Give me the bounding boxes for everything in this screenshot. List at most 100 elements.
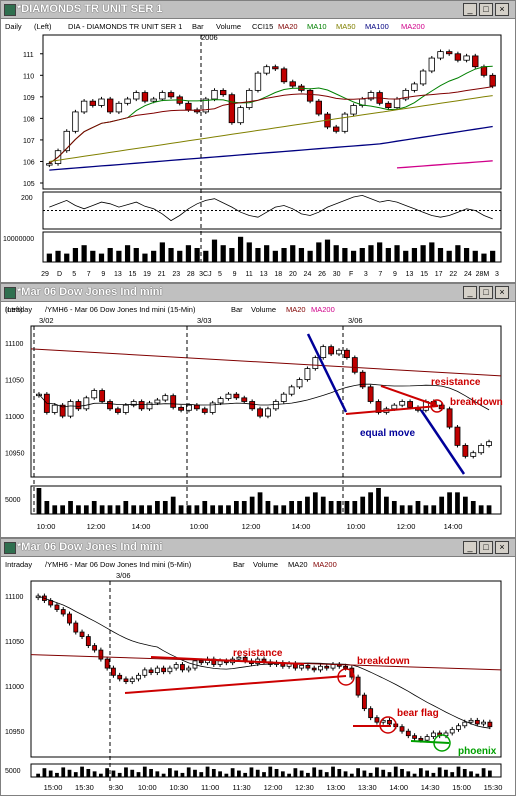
volume-axis-label: 5000	[5, 768, 21, 775]
x-tick-label: 28M	[476, 271, 490, 278]
support-line	[345, 405, 439, 415]
volume-bar	[455, 245, 461, 262]
price-candle	[454, 426, 461, 446]
price-candle	[361, 694, 367, 710]
x-tick-label: 30	[333, 271, 341, 278]
price-candle	[324, 665, 330, 669]
x-tick-label: 26	[318, 271, 326, 278]
y-tick-label: 11000	[5, 414, 24, 421]
x-tick-label: 5	[72, 271, 76, 278]
price-candle	[107, 401, 113, 410]
x-tick-label: 14:00	[132, 522, 151, 531]
volume-bar	[81, 245, 87, 262]
close-button[interactable]: ×	[495, 286, 509, 299]
volume-bar	[385, 248, 391, 262]
legend-entry: Volume	[216, 22, 241, 31]
x-tick-label: D	[57, 271, 62, 278]
x-tick-label: 3	[495, 271, 499, 278]
price-candle	[193, 404, 200, 410]
legend-entry: MA200	[311, 305, 335, 314]
price-candle	[228, 94, 236, 124]
titlebar[interactable]: *Mar 06 Dow Jones Ind mini _ □ ×	[1, 284, 515, 302]
titlebar[interactable]: *Mar 06 Dow Jones Ind mini _ □ ×	[1, 539, 515, 557]
volume-bar	[320, 496, 326, 514]
volume-bar	[255, 769, 260, 777]
x-tick-label: 18	[274, 271, 282, 278]
volume-bar	[394, 245, 400, 262]
breakdown-circle	[430, 399, 444, 413]
price-candle	[472, 55, 479, 68]
volume-bar	[287, 773, 291, 777]
legend-entry: Intraday	[5, 560, 32, 569]
minimize-button[interactable]: _	[463, 541, 477, 554]
price-candle	[296, 379, 303, 388]
chart-app-icon	[4, 4, 16, 16]
x-tick-label: 10:00	[138, 783, 157, 792]
close-button[interactable]: ×	[495, 541, 509, 554]
volume-bar	[462, 496, 468, 514]
price-candle	[368, 708, 374, 719]
legend-entry: DIA - DIAMONDS TR UNIT SER 1	[68, 22, 182, 31]
price-candle	[350, 105, 357, 115]
volume-bar	[280, 771, 285, 777]
price-candle	[237, 107, 244, 124]
price-candle	[141, 92, 149, 102]
price-candle	[186, 404, 192, 411]
volume-bar	[368, 492, 373, 514]
maximize-button[interactable]: □	[479, 3, 493, 16]
titlebar[interactable]: *DIAMONDS TR UNIT SER 1 _ □ ×	[1, 1, 515, 19]
x-tick-label: 28	[187, 271, 195, 278]
price-candle	[419, 70, 427, 85]
y-tick-label: 11000	[5, 684, 24, 691]
price-candle	[60, 609, 66, 615]
x-tick-label: 9	[233, 271, 237, 278]
price-candle	[424, 736, 430, 741]
price-candle	[280, 393, 287, 402]
price-candle	[355, 676, 361, 696]
volume-bar	[226, 505, 231, 514]
legend-entry: /YMH6 - Mar 06 Dow Jones Ind mini (5-Min…	[45, 560, 192, 569]
maximize-button[interactable]: □	[479, 286, 493, 299]
volume-bar	[98, 253, 105, 262]
volume-bar	[342, 248, 348, 262]
price-candle	[418, 737, 424, 741]
volume-bar	[211, 239, 218, 262]
volume-bar	[67, 769, 72, 777]
volume-axis-label: 10000000	[3, 236, 34, 243]
volume-bar	[290, 245, 296, 262]
price-candle	[173, 664, 179, 669]
maximize-button[interactable]: □	[479, 541, 493, 554]
price-candle	[328, 346, 335, 355]
close-button[interactable]: ×	[495, 3, 509, 16]
price-candle	[449, 728, 455, 734]
price-candle	[209, 402, 216, 413]
x-tick-label: 15:00	[44, 783, 63, 792]
price-candle	[159, 92, 166, 100]
x-tick-label: 22	[449, 271, 457, 278]
price-candle	[489, 74, 496, 87]
session-label: 3/06	[116, 571, 131, 580]
volume-bar	[147, 505, 152, 514]
price-candle	[142, 669, 148, 676]
price-candle	[306, 89, 314, 102]
x-tick-label: 10:30	[169, 783, 188, 792]
price-candle	[428, 57, 435, 72]
volume-bar	[241, 501, 247, 514]
volume-bar	[229, 248, 235, 262]
price-candle	[299, 664, 305, 669]
x-tick-label: 3	[364, 271, 368, 278]
volume-bar	[377, 242, 383, 262]
volume-bar	[375, 767, 379, 777]
legend-entry: MA200	[313, 560, 337, 569]
volume-bar	[356, 768, 360, 777]
volume-bar	[262, 772, 266, 777]
volume-bar	[98, 773, 103, 777]
ma20-line	[49, 86, 493, 165]
x-tick-label: 19	[143, 271, 151, 278]
minimize-button[interactable]: _	[463, 286, 477, 299]
price-candle	[233, 393, 240, 399]
minimize-button[interactable]: _	[463, 3, 477, 16]
price-candle	[456, 725, 461, 730]
volume-bar	[211, 768, 216, 777]
volume-bar	[230, 768, 235, 777]
